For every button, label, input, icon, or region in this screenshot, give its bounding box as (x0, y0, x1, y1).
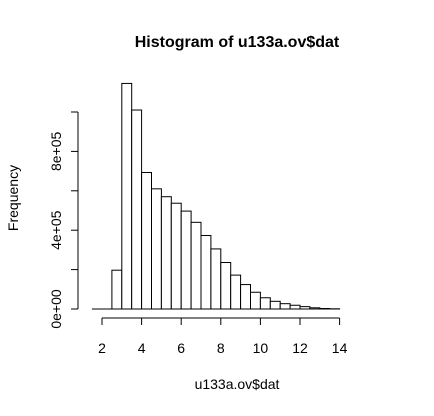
x-tick-label: 4 (138, 340, 146, 356)
y-tick-label: 8e+05 (48, 132, 64, 172)
histogram-bar (260, 298, 270, 309)
histogram-bar (181, 211, 191, 309)
histogram-bar (191, 222, 201, 309)
histogram-bar (142, 172, 152, 309)
y-tick-label: 0e+00 (48, 289, 64, 329)
y-tick-label: 4e+05 (48, 210, 64, 250)
histogram-bar (290, 305, 300, 309)
histogram-bar (251, 292, 261, 309)
histogram-bar (152, 189, 162, 309)
histogram-bar (132, 110, 142, 309)
x-tick-label: 12 (292, 340, 308, 356)
histogram-bar (122, 83, 132, 309)
histogram-bar (171, 203, 181, 309)
histogram-bar (280, 304, 290, 309)
histogram-bar (112, 270, 122, 309)
histogram-bar (201, 236, 211, 309)
bars-group (92, 83, 340, 309)
histogram-bar (270, 301, 280, 309)
histogram-bar (211, 249, 221, 309)
histogram-bar (221, 263, 231, 309)
histogram-bar (161, 197, 171, 309)
x-tick-label: 10 (253, 340, 269, 356)
x-axis: 2 4 6 8 10 12 14 (98, 318, 347, 356)
y-axis: 0e+00 4e+05 8e+05 (48, 112, 78, 329)
x-tick-label: 14 (332, 340, 348, 356)
y-axis-label: Frequency (5, 165, 21, 231)
x-axis-label: u133a.ov$dat (195, 376, 280, 392)
x-tick-label: 8 (217, 340, 225, 356)
histogram-bar (241, 285, 251, 309)
chart-title: Histogram of u133a.ov$dat (135, 34, 340, 51)
histogram-bar (231, 275, 241, 309)
x-tick-label: 6 (177, 340, 185, 356)
x-tick-label: 2 (98, 340, 106, 356)
